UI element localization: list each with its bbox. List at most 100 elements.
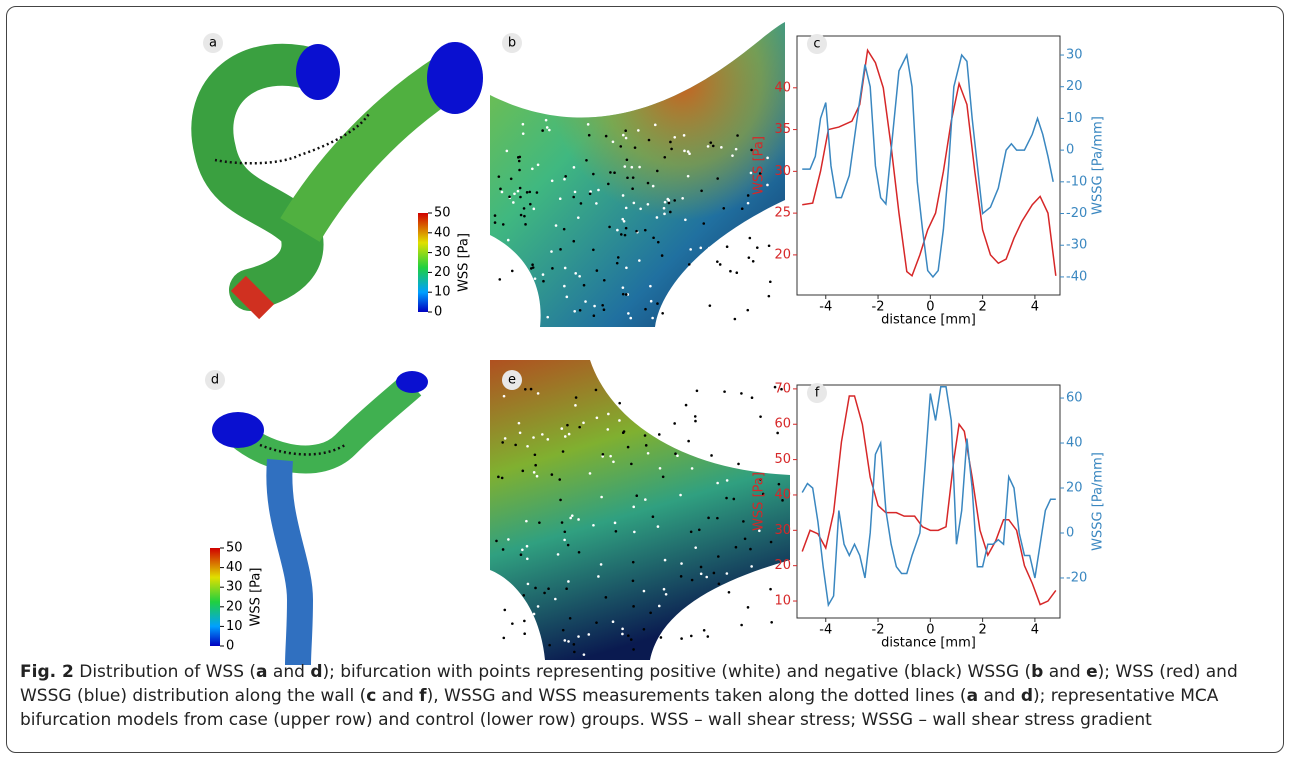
point: [734, 147, 738, 151]
y2-axis-label: WSSG [Pa/mm]: [1091, 452, 1106, 551]
point: [759, 478, 762, 481]
point: [706, 635, 710, 638]
point: [566, 543, 570, 547]
point: [623, 233, 627, 237]
y-tick-label: 30: [774, 523, 791, 538]
point: [725, 572, 729, 575]
y-tick-label: 35: [774, 122, 791, 137]
point: [680, 637, 683, 640]
point: [554, 597, 557, 601]
point: [722, 462, 726, 466]
point: [619, 145, 623, 148]
caption-text: and: [267, 662, 311, 682]
point: [736, 134, 739, 137]
point: [722, 206, 726, 210]
point: [758, 290, 761, 294]
point: [642, 628, 646, 631]
point: [625, 266, 628, 270]
point: [662, 587, 666, 591]
point: [526, 557, 529, 561]
point: [663, 155, 667, 159]
point: [565, 295, 569, 299]
point: [589, 190, 592, 193]
point: [663, 212, 666, 216]
point: [644, 444, 648, 447]
bifurcation-e: [490, 360, 790, 660]
point: [523, 316, 527, 320]
point: [707, 246, 711, 250]
point: [595, 269, 599, 272]
y-axis-label: WSS [Pa]: [752, 472, 767, 531]
point: [740, 207, 744, 210]
point: [550, 473, 554, 476]
y-tick-label: 25: [774, 206, 791, 221]
series-line: [802, 48, 1057, 278]
point: [781, 419, 784, 422]
point: [624, 129, 627, 133]
point: [717, 555, 720, 558]
point: [769, 587, 772, 591]
point: [588, 472, 592, 475]
point: [572, 239, 576, 243]
point: [752, 254, 756, 257]
panel-label-bg: [807, 383, 827, 403]
point: [758, 529, 761, 533]
point: [732, 497, 736, 501]
point: [566, 423, 569, 427]
bifurcation-b: [490, 22, 785, 327]
point: [595, 202, 598, 205]
colorbar: [418, 213, 428, 312]
point: [687, 263, 691, 266]
point: [577, 518, 580, 521]
point: [563, 639, 567, 642]
point: [669, 210, 672, 214]
point: [501, 548, 505, 551]
point: [769, 469, 772, 472]
point: [737, 462, 740, 466]
point: [511, 597, 514, 600]
caption-text: d: [310, 662, 323, 682]
point: [708, 275, 712, 278]
point: [725, 245, 729, 249]
point: [505, 149, 509, 153]
point: [639, 207, 642, 211]
point: [588, 192, 592, 196]
point: [673, 199, 676, 202]
point: [766, 156, 769, 160]
point: [601, 455, 604, 458]
point: [644, 498, 647, 501]
panel-label-bg: [205, 370, 225, 390]
x-tick-label: -2: [872, 623, 885, 638]
point: [676, 284, 680, 288]
point: [587, 133, 591, 137]
panel-label-bg: [502, 33, 522, 53]
point: [748, 236, 752, 240]
colorbar-tick-label: 50: [226, 541, 243, 556]
x-axis-label: distance [mm]: [881, 636, 976, 651]
point: [690, 578, 694, 582]
point: [533, 277, 537, 280]
point: [740, 392, 743, 395]
point: [733, 317, 737, 321]
point: [767, 221, 770, 225]
point: [773, 385, 777, 389]
point: [535, 474, 539, 478]
point: [777, 649, 780, 652]
point: [706, 145, 710, 148]
point: [729, 269, 732, 273]
point: [662, 206, 666, 210]
point: [777, 390, 781, 393]
point: [649, 299, 653, 303]
point: [690, 266, 694, 269]
point: [663, 558, 667, 562]
point: [563, 266, 567, 270]
point: [534, 586, 537, 590]
point: [673, 422, 676, 425]
point: [612, 460, 615, 464]
colorbar-tick-label: 0: [434, 305, 442, 320]
point: [689, 248, 692, 251]
point: [659, 636, 663, 639]
point: [715, 444, 718, 447]
point: [547, 587, 550, 591]
